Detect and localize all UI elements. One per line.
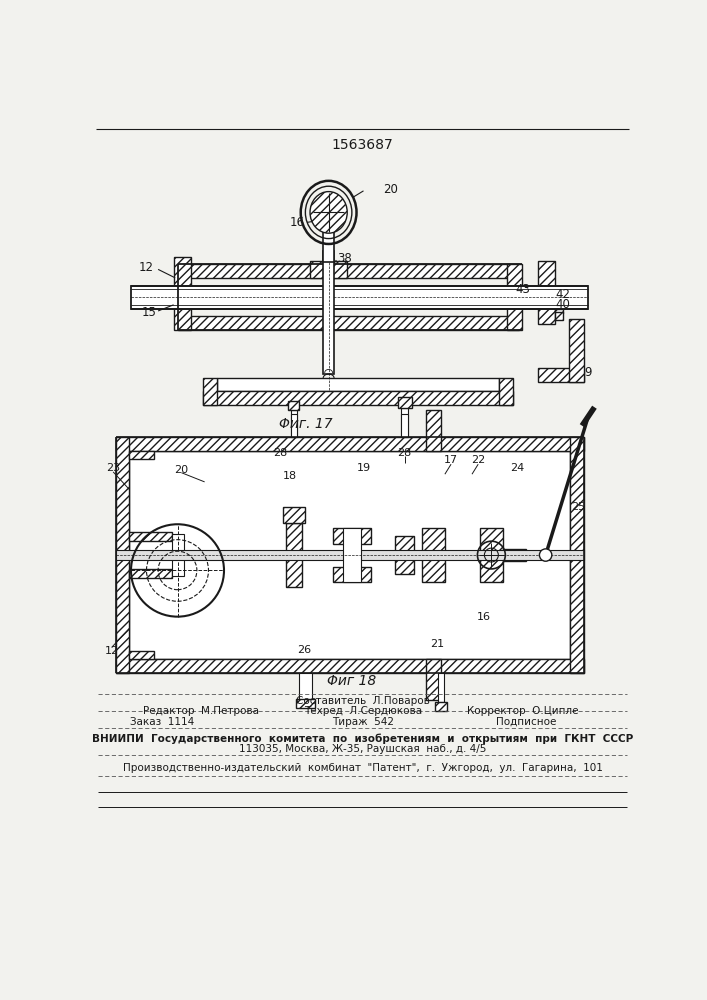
Bar [343,528,361,582]
Text: 42: 42 [555,288,570,301]
Bar [283,507,305,523]
Bar [174,257,191,330]
Text: 16: 16 [477,612,491,622]
Bar [395,536,414,574]
Text: 9: 9 [585,366,592,379]
Bar [129,451,571,659]
Bar [323,251,334,374]
Bar [291,414,297,437]
Text: 16: 16 [290,216,305,229]
Circle shape [539,549,552,561]
Bar [131,286,588,309]
Ellipse shape [310,192,347,233]
Bar [129,451,154,459]
Text: Редактор  М.Петрова: Редактор М.Петрова [143,706,259,716]
Bar [538,261,555,324]
Text: 12: 12 [139,261,154,274]
Bar [203,391,513,405]
Bar [299,673,312,700]
Bar [288,401,299,410]
Bar [310,261,347,278]
Bar [397,397,411,408]
Bar [555,312,563,320]
Text: 20: 20 [175,465,189,475]
Text: 28: 28 [397,448,411,458]
Text: 25: 25 [571,502,585,512]
Bar [332,567,371,582]
Bar [499,378,513,405]
Bar [177,264,518,278]
Bar [332,528,371,544]
Bar [435,702,448,711]
Bar [421,528,445,582]
Bar [217,378,499,391]
Bar [401,408,409,437]
Text: 21: 21 [430,639,444,649]
Bar [115,437,585,451]
Text: 19: 19 [356,463,370,473]
Bar [555,297,563,309]
Bar [131,292,588,302]
Text: Заказ  1114: Заказ 1114 [130,717,194,727]
Text: Подписное: Подписное [496,717,556,727]
Bar [503,549,526,561]
Bar [115,659,585,673]
Text: 1563687: 1563687 [332,138,394,152]
Text: 40: 40 [555,298,570,311]
Text: 113035, Москва, Ж-35, Раушская  наб., д. 4/5: 113035, Москва, Ж-35, Раушская наб., д. … [239,744,486,754]
Text: 20: 20 [383,183,398,196]
Bar [323,224,334,262]
Text: Тираж  542: Тираж 542 [332,717,394,727]
Text: Составитель  Л.Поваров: Составитель Л.Поваров [296,696,430,706]
Bar [507,264,522,330]
Bar [115,437,129,673]
Bar [426,659,441,700]
Text: Техред  Л.Сердюкова: Техред Л.Сердюкова [304,706,422,716]
Bar [129,532,172,541]
Text: Φиг. 17: Φиг. 17 [279,417,332,431]
Text: 17: 17 [444,455,458,465]
Bar [480,528,503,582]
Text: Φиг 18: Φиг 18 [327,674,377,688]
Bar [438,673,444,702]
Text: ВНИИПИ  Государственного  комитета  по  изобретениям  и  открытиям  при  ГКНТ  С: ВНИИПИ Государственного комитета по изоб… [92,734,633,744]
Bar [177,316,518,330]
Bar [569,319,585,382]
Text: 23: 23 [106,463,120,473]
Text: 28: 28 [274,448,288,458]
Text: 43: 43 [515,283,530,296]
Text: Корректор  О.Ципле: Корректор О.Ципле [467,706,578,716]
Bar [291,410,297,437]
Bar [555,301,563,312]
Bar [571,437,585,673]
Bar [286,523,301,587]
Text: Производственно-издательский  комбинат  "Патент",  г.  Ужгород,  ул.  Гагарина, : Производственно-издательский комбинат "П… [123,763,602,773]
Bar [172,534,184,551]
Bar [296,699,315,708]
Text: 22: 22 [471,455,485,465]
Bar [172,559,184,576]
Bar [115,550,585,560]
Text: 15: 15 [141,306,156,319]
Bar [129,651,154,659]
Text: 18: 18 [283,471,297,481]
Text: 12: 12 [105,646,119,656]
Bar [129,569,172,578]
Bar [426,410,441,451]
Text: 24: 24 [510,463,524,473]
Text: 38: 38 [337,252,351,265]
Bar [402,414,408,437]
Text: 26: 26 [297,645,311,655]
Bar [203,378,217,405]
Bar [538,368,585,382]
